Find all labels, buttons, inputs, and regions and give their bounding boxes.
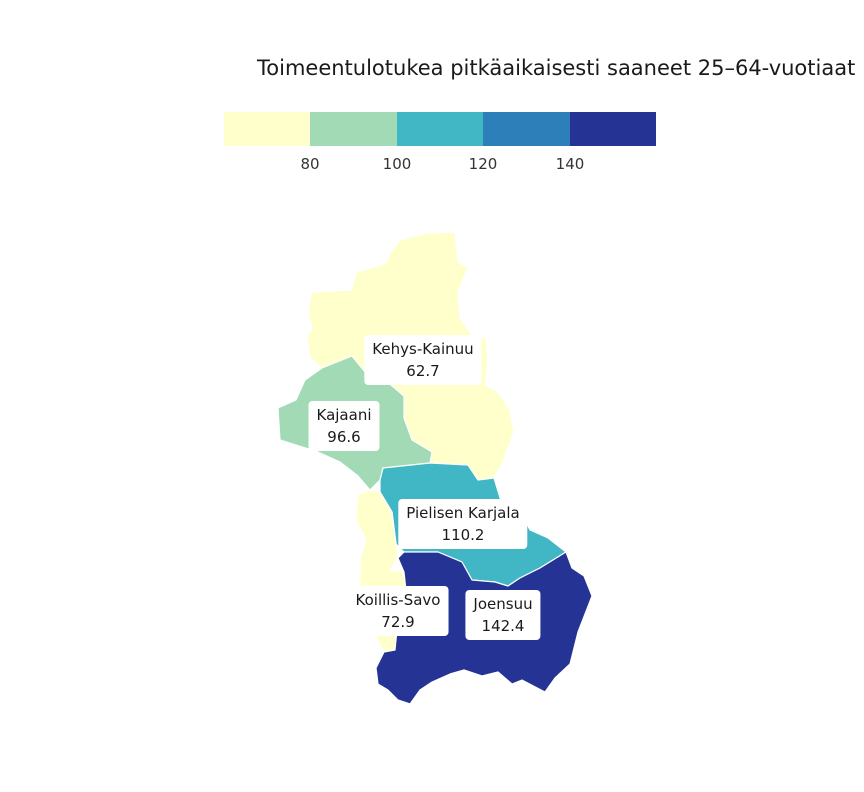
region-label-kehys-kainuu: Kehys-Kainuu 62.7 — [364, 335, 482, 385]
region-value: 96.6 — [327, 428, 361, 446]
region-label-koillis-savo: Koillis-Savo 72.9 — [347, 586, 449, 636]
legend-tick-label: 120 — [468, 155, 498, 173]
legend-swatch-2 — [310, 112, 397, 146]
region-label-pielisen-karjala: Pielisen Karjala 110.2 — [398, 499, 528, 549]
region-value: 142.4 — [481, 617, 525, 635]
region-name: Koillis-Savo — [355, 591, 441, 609]
color-legend — [224, 112, 657, 146]
region-label-kajaani: Kajaani 96.6 — [308, 401, 380, 451]
region-value: 62.7 — [406, 362, 440, 380]
legend-swatch-5 — [569, 112, 657, 146]
region-name: Kajaani — [316, 406, 372, 424]
region-name: Pielisen Karjala — [406, 504, 520, 522]
legend-swatch-1 — [224, 112, 311, 146]
region-name: Kehys-Kainuu — [372, 340, 474, 358]
region-value: 110.2 — [441, 526, 485, 544]
region-label-joensuu: Joensuu 142.4 — [465, 590, 541, 640]
legend-tick-label: 140 — [555, 155, 585, 173]
legend-swatch-3 — [396, 112, 484, 146]
region-value: 72.9 — [381, 613, 415, 631]
region-name: Joensuu — [473, 595, 533, 613]
map-title: Toimeentulotukea pitkäaikaisesti saaneet… — [257, 56, 856, 80]
legend-swatch-4 — [483, 112, 570, 146]
legend-tick-label: 80 — [300, 155, 320, 173]
legend-tick-label: 100 — [382, 155, 412, 173]
